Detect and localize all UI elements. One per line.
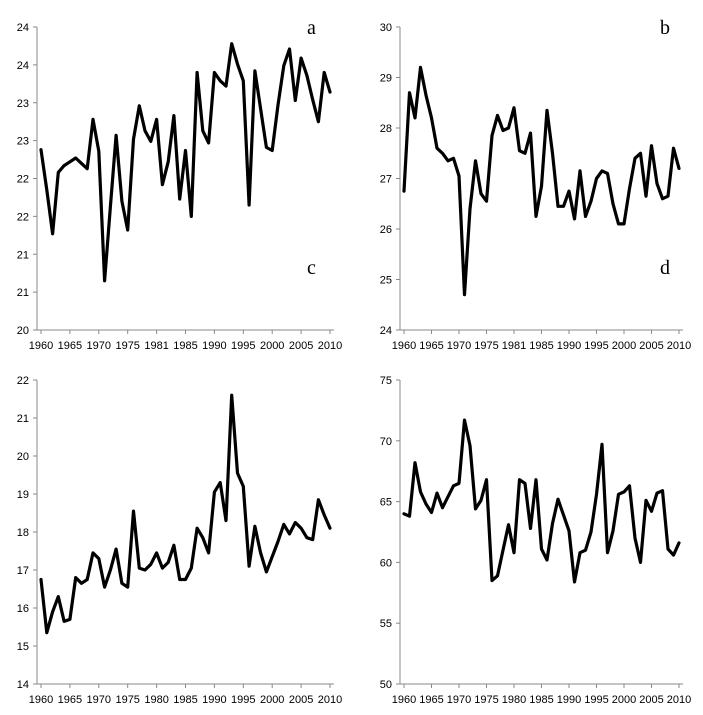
- y-tick-label: 20: [17, 325, 29, 337]
- x-tick-label: 1965: [419, 340, 443, 352]
- x-tick-label: 1995: [231, 694, 255, 706]
- x-tick-label: 1960: [392, 340, 416, 352]
- x-tick-label: 1965: [58, 340, 82, 352]
- panel-label-a: a: [307, 17, 316, 39]
- panel-label-c: c: [307, 257, 316, 279]
- series-line-c: [39, 393, 332, 635]
- x-tick-label: 1990: [557, 694, 581, 706]
- x-tick-label: 1970: [87, 340, 111, 352]
- x-tick-label: 1995: [584, 694, 608, 706]
- x-tick-label: 1980: [502, 694, 526, 706]
- x-tick-label: 2010: [318, 694, 342, 706]
- y-tick-label: 14: [17, 679, 29, 691]
- x-tick-label: 1960: [392, 694, 416, 706]
- y-tick-label: 55: [380, 618, 392, 630]
- x-tick-label: 1970: [447, 340, 471, 352]
- y-tick-label: 21: [17, 287, 29, 299]
- x-tick-label: 1960: [29, 694, 53, 706]
- y-tick-label: 24: [380, 325, 392, 337]
- y-tick-label: 50: [380, 679, 392, 691]
- panel-b: 24 25 26 27 28 29 30 1960 1965 1970 1975 1981 1985 19…: [380, 17, 691, 352]
- y-tick-label: 19: [17, 489, 29, 501]
- x-tick-label: 1975: [474, 694, 498, 706]
- x-tick-label: 1960: [29, 340, 53, 352]
- x-tick-label: 1981: [502, 340, 526, 352]
- y-tick-label: 23: [17, 136, 29, 148]
- y-tick-label: 28: [380, 123, 392, 135]
- x-tick-label: 1970: [447, 694, 471, 706]
- panel-label-d: d: [660, 257, 670, 279]
- y-tick-label: 23: [17, 98, 29, 110]
- x-tick-label: 2005: [639, 340, 663, 352]
- y-tick-label: 20: [17, 451, 29, 463]
- x-tick-label: 1965: [58, 694, 82, 706]
- x-tick-label: 1990: [202, 340, 226, 352]
- y-tick-label: 27: [380, 174, 392, 186]
- y-tick-label: 15: [17, 641, 29, 653]
- series-line-a: [39, 42, 332, 283]
- y-tick-label: 65: [380, 497, 392, 509]
- panel-label-b: b: [660, 17, 670, 39]
- x-tick-label: 1985: [529, 694, 553, 706]
- x-tick-label: 2000: [612, 694, 636, 706]
- x-tick-label: 2005: [289, 340, 313, 352]
- y-tick-label: 60: [380, 557, 392, 569]
- x-tick-label: 2005: [289, 694, 313, 706]
- series-line-b: [402, 65, 681, 297]
- y-tick-label: 22: [17, 375, 29, 387]
- x-tick-label: 2000: [260, 340, 284, 352]
- x-tick-label: 1985: [529, 340, 553, 352]
- x-tick-label: 1970: [87, 694, 111, 706]
- y-tick-label: 26: [380, 224, 392, 236]
- x-tick-label: 2005: [639, 694, 663, 706]
- y-tick-label: 21: [17, 413, 29, 425]
- x-tick-label: 1975: [115, 340, 139, 352]
- y-tick-label: 16: [17, 603, 29, 615]
- y-tick-label: 25: [380, 275, 392, 287]
- y-tick-label: 75: [380, 375, 392, 387]
- x-tick-label: 1980: [144, 694, 168, 706]
- x-tick-label: 2010: [318, 340, 342, 352]
- series-line-d: [402, 418, 681, 584]
- x-tick-label: 1990: [202, 694, 226, 706]
- x-tick-label: 1965: [419, 694, 443, 706]
- x-tick-label: 1981: [144, 340, 168, 352]
- y-tick-label: 22: [17, 211, 29, 223]
- x-tick-label: 2000: [612, 340, 636, 352]
- x-tick-label: 1990: [557, 340, 581, 352]
- x-tick-label: 1985: [173, 694, 197, 706]
- y-tick-label: 29: [380, 73, 392, 85]
- y-tick-label: 24: [17, 60, 29, 72]
- x-tick-label: 2010: [667, 340, 691, 352]
- x-tick-label: 1975: [115, 694, 139, 706]
- y-tick-label: 30: [380, 22, 392, 34]
- panel-c: 14 15 16 17 18 19 20 21 22 1960 1965 1970 1975 1980 19…: [17, 257, 342, 706]
- y-tick-label: 22: [17, 174, 29, 186]
- y-tick-label: 70: [380, 436, 392, 448]
- panel-a: 20 21 21 22 22 23 23 24 24 1960 1965 1970 1975 1981 19…: [17, 17, 342, 352]
- x-tick-label: 1985: [173, 340, 197, 352]
- x-tick-label: 1995: [584, 340, 608, 352]
- y-tick-label: 21: [17, 249, 29, 261]
- x-tick-label: 1975: [474, 340, 498, 352]
- x-tick-label: 2010: [667, 694, 691, 706]
- x-tick-label: 2000: [260, 694, 284, 706]
- y-tick-label: 17: [17, 565, 29, 577]
- x-tick-label: 1995: [231, 340, 255, 352]
- y-tick-label: 24: [17, 22, 29, 34]
- y-tick-label: 18: [17, 527, 29, 539]
